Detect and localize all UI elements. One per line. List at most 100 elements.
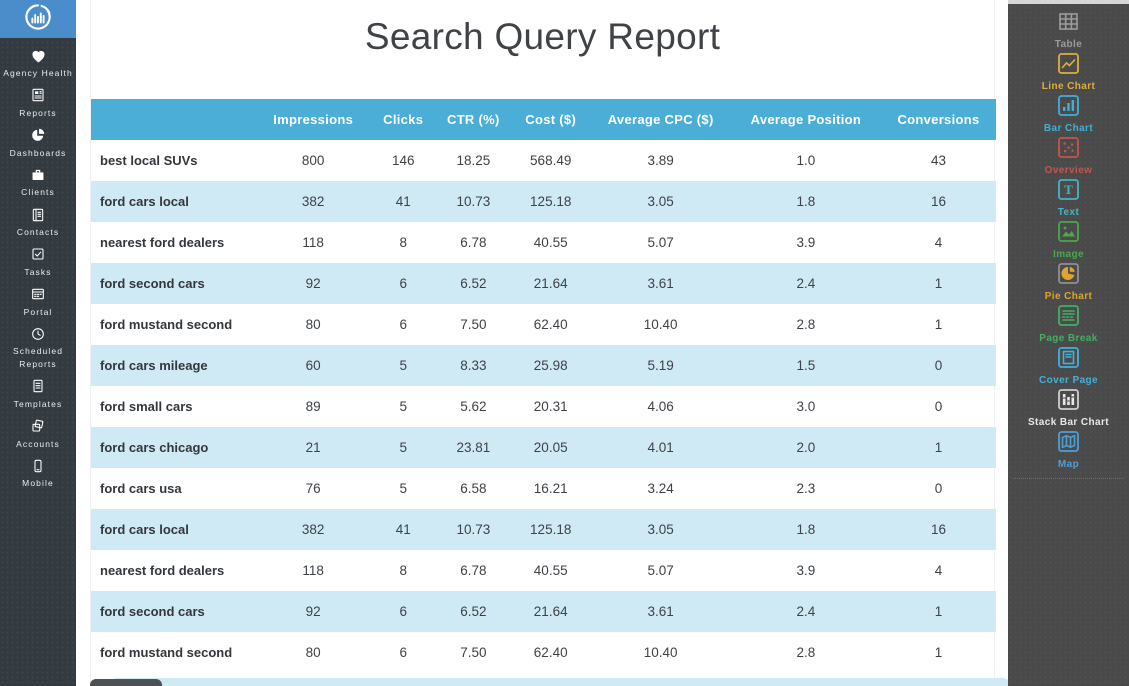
value-cell: 800 bbox=[301, 153, 325, 168]
sidebar-item-clients[interactable]: Clients bbox=[1, 166, 75, 199]
value-cell: 382 bbox=[255, 181, 371, 222]
sidebar-item-label: Contacts bbox=[16, 227, 60, 237]
value-cell: 0 bbox=[934, 399, 943, 414]
value-cell: 6.58 bbox=[460, 481, 487, 496]
value-cell: 40.55 bbox=[533, 563, 568, 578]
column-header-conversions: Conversions bbox=[881, 99, 996, 140]
sidebar-item-tasks[interactable]: Tasks bbox=[1, 246, 75, 279]
widget-image[interactable]: Image bbox=[1009, 220, 1128, 260]
sidebar-item-mobile[interactable]: Mobile bbox=[1, 457, 75, 490]
sidebar-item-dashboards[interactable]: Dashboards bbox=[1, 127, 75, 160]
value-cell: 20.31 bbox=[533, 399, 568, 414]
sidebar-item-portal[interactable]: Portal bbox=[1, 286, 75, 319]
widget-overview[interactable]: Overview bbox=[1009, 136, 1128, 176]
sidebar-item-label: Templates bbox=[13, 398, 63, 409]
value-cell: 4.06 bbox=[647, 399, 674, 414]
table-row: ford mustand second 80 6 7.50 62.40 10.40 2.8 1 bbox=[91, 632, 996, 673]
column-header-ctr-%-: CTR (%) bbox=[435, 99, 511, 140]
report-table[interactable]: Impressions Clicks CTR (%) Cost ($) Average … bbox=[91, 99, 996, 673]
value-cell: 6.78 bbox=[460, 563, 487, 578]
value-cell: 43 bbox=[930, 153, 947, 168]
widget-pie-chart[interactable]: Pie Chart bbox=[1009, 262, 1128, 302]
table-row: best local SUVs 800 146 18.25 568.49 3.89 1.0 4… bbox=[91, 140, 996, 181]
value-cell: 125.18 bbox=[510, 181, 591, 222]
query-cell: nearest ford dealers bbox=[100, 235, 225, 250]
table-row: ford cars local 382 41 10.73 125.18 3.05 1.8 16 bbox=[91, 181, 996, 222]
sidebar-item-label: Tasks bbox=[24, 266, 52, 277]
widget-label: Image bbox=[1053, 249, 1084, 260]
sidebar-item-templates[interactable]: Templates bbox=[1, 378, 75, 411]
widget-table[interactable]: Table bbox=[1009, 10, 1128, 50]
sidebar-item-scheduled-reports[interactable]: Scheduled Reports bbox=[1, 325, 75, 371]
widget-text[interactable]: T Text bbox=[1009, 178, 1128, 218]
value-cell: 10.73 bbox=[435, 181, 511, 222]
heart-icon bbox=[30, 47, 47, 64]
query-cell: ford cars chicago bbox=[91, 427, 256, 468]
page-break-icon bbox=[1057, 304, 1080, 332]
value-cell: 118 bbox=[302, 563, 324, 578]
value-cell: 62.40 bbox=[533, 645, 568, 660]
column-header-average-position: Average Position bbox=[730, 99, 881, 140]
value-cell: 21.64 bbox=[510, 591, 591, 632]
value-cell: 10.40 bbox=[643, 645, 678, 660]
widget-label: Map bbox=[1057, 459, 1080, 470]
value-cell: 3.61 bbox=[590, 591, 731, 632]
sidebar-item-reports[interactable]: Reports bbox=[1, 87, 75, 120]
value-cell: 6 bbox=[399, 317, 407, 332]
value-cell: 7.50 bbox=[460, 317, 487, 332]
column-header-impressions: Impressions bbox=[255, 99, 371, 140]
value-cell: 92 bbox=[255, 263, 371, 304]
line-chart-icon bbox=[1057, 52, 1080, 80]
value-cell: 0 bbox=[934, 481, 943, 496]
page-title[interactable]: Search Query Report bbox=[364, 16, 721, 57]
widget-stack-bar-chart[interactable]: Stack Bar Chart bbox=[1009, 388, 1128, 428]
query-cell: ford small cars bbox=[100, 399, 193, 414]
next-table-partial-row bbox=[110, 678, 1010, 686]
value-cell: 8 bbox=[399, 563, 407, 578]
bottom-scroll-handle[interactable] bbox=[90, 679, 162, 686]
text-widget-icon: T bbox=[1057, 178, 1080, 206]
map-widget-icon bbox=[1057, 430, 1080, 458]
template-document-icon bbox=[30, 378, 46, 395]
value-cell: 10.73 bbox=[435, 509, 511, 550]
widget-page-break[interactable]: Page Break bbox=[1009, 304, 1128, 344]
widget-label: Text bbox=[1057, 207, 1080, 218]
sidebar-item-agency-health[interactable]: Agency Health bbox=[1, 47, 75, 80]
table-row: ford second cars 92 6 6.52 21.64 3.61 2.4 1 bbox=[91, 263, 996, 304]
sidebar-item-contacts[interactable]: Contacts bbox=[1, 206, 75, 239]
widget-label: Pie Chart bbox=[1044, 291, 1093, 302]
query-cell: ford cars mileage bbox=[91, 345, 256, 386]
widget-bar-chart[interactable]: Bar Chart bbox=[1009, 94, 1128, 134]
bar-chart-icon bbox=[1057, 94, 1080, 122]
widget-map[interactable]: Map bbox=[1009, 430, 1128, 470]
widget-label: Line Chart bbox=[1041, 81, 1096, 92]
table-row: ford small cars 89 5 5.62 20.31 4.06 3.0 0 bbox=[91, 386, 996, 427]
mobile-phone-icon bbox=[30, 457, 46, 474]
widget-cover-page[interactable]: Cover Page bbox=[1009, 346, 1128, 386]
contacts-book-icon bbox=[30, 206, 46, 223]
value-cell: 2.8 bbox=[796, 645, 816, 660]
value-cell: 568.49 bbox=[530, 153, 572, 168]
sidebar-item-accounts[interactable]: Accounts bbox=[1, 418, 75, 451]
value-cell: 80 bbox=[305, 317, 321, 332]
app-logo[interactable] bbox=[0, 0, 76, 38]
query-cell: ford mustand second bbox=[100, 645, 233, 660]
value-cell: 2.3 bbox=[796, 481, 816, 496]
clock-icon bbox=[30, 325, 46, 342]
chart-circle-logo-icon bbox=[24, 3, 52, 36]
column-header-cost-$-: Cost ($) bbox=[510, 99, 591, 140]
value-cell: 1.5 bbox=[730, 345, 881, 386]
pie-dashboard-icon bbox=[30, 127, 46, 144]
value-cell: 125.18 bbox=[510, 509, 591, 550]
value-cell: 1 bbox=[881, 427, 996, 468]
value-cell: 6.78 bbox=[460, 235, 487, 250]
widget-line-chart[interactable]: Line Chart bbox=[1009, 52, 1128, 92]
sidebar-item-label: Scheduled Reports bbox=[12, 346, 64, 369]
panel-scrollbar[interactable] bbox=[1008, 0, 1129, 4]
query-cell: ford cars local bbox=[91, 509, 256, 550]
value-cell: 40.55 bbox=[533, 235, 568, 250]
value-cell: 5 bbox=[399, 399, 407, 414]
column-header-query bbox=[91, 99, 256, 140]
value-cell: 1 bbox=[881, 263, 996, 304]
